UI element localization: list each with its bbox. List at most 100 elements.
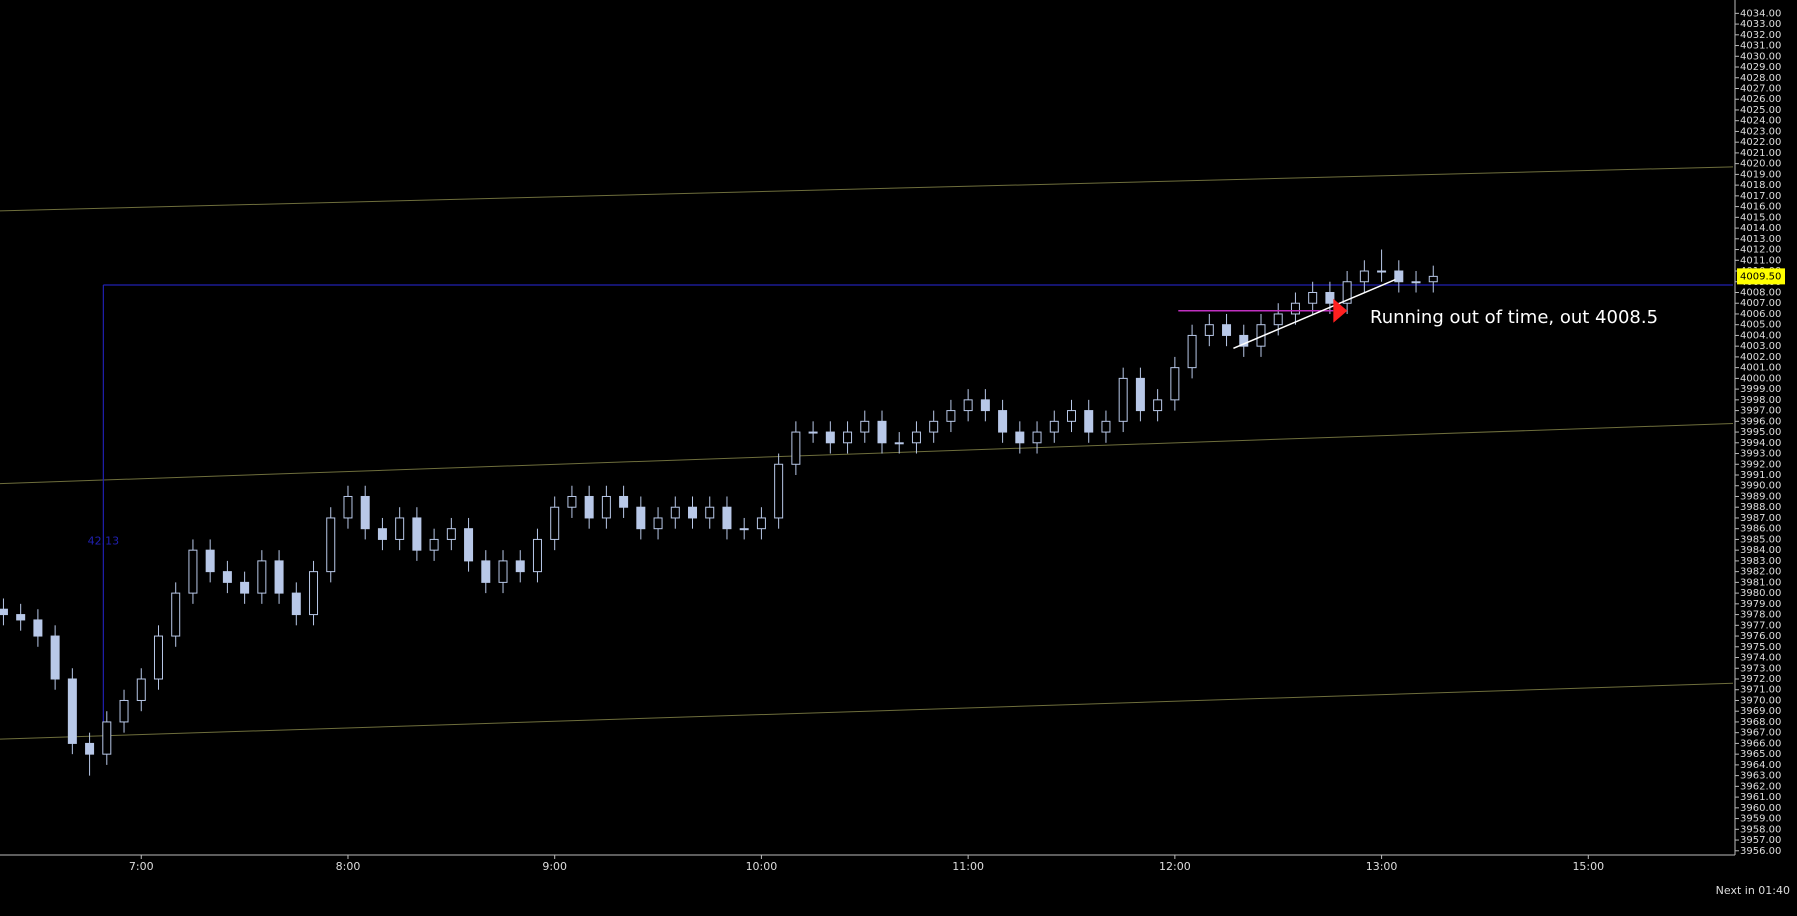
y-tick-label: 4005.00 <box>1740 320 1781 331</box>
candle-body <box>222 571 232 583</box>
y-tick-label: 4017.00 <box>1740 191 1781 202</box>
y-tick-label: 4008.00 <box>1740 287 1781 298</box>
y-tick-label: 4021.00 <box>1740 148 1781 159</box>
y-tick-label: 3985.00 <box>1740 534 1781 545</box>
y-tick-label: 4026.00 <box>1740 94 1781 105</box>
y-tick-label: 3971.00 <box>1740 685 1781 696</box>
y-tick-label: 3989.00 <box>1740 491 1781 502</box>
candle-body <box>377 528 387 540</box>
candle-body <box>1084 410 1094 433</box>
y-tick-label: 3961.00 <box>1740 792 1781 803</box>
candle-body <box>119 699 129 723</box>
y-tick-label: 4014.00 <box>1740 223 1781 234</box>
candle-body <box>188 549 198 594</box>
candle-body <box>0 608 8 616</box>
candle-body <box>1015 431 1025 444</box>
candle-body <box>1049 420 1059 433</box>
candle-body <box>1377 270 1387 273</box>
y-tick-label: 3975.00 <box>1740 642 1781 653</box>
y-tick-label: 4029.00 <box>1740 62 1781 73</box>
y-tick-label: 3996.00 <box>1740 416 1781 427</box>
candle-body <box>1273 313 1283 326</box>
candle-body <box>205 549 215 573</box>
candle-body <box>670 506 680 519</box>
candle-body <box>136 678 146 701</box>
candle-body <box>1153 399 1163 412</box>
candle-body <box>1170 367 1180 401</box>
candle-body <box>1290 302 1300 315</box>
y-tick-label: 4033.00 <box>1740 19 1781 30</box>
candle-body <box>85 742 95 755</box>
candle-body <box>619 495 629 508</box>
candle-body <box>688 506 698 519</box>
y-tick-label: 3969.00 <box>1740 706 1781 717</box>
y-tick-label: 3957.00 <box>1740 835 1781 846</box>
candle-body <box>791 431 801 465</box>
candle-body <box>360 495 370 530</box>
candle-body <box>998 410 1008 433</box>
candle-body <box>877 420 887 444</box>
candle-body <box>16 614 26 621</box>
candle-body <box>1135 377 1145 412</box>
y-tick-label: 4028.00 <box>1740 73 1781 84</box>
y-tick-label: 3972.00 <box>1740 674 1781 685</box>
candle-body <box>50 635 60 680</box>
y-tick-label: 4002.00 <box>1740 352 1781 363</box>
candle-body <box>1118 377 1128 422</box>
candle-body <box>825 431 835 444</box>
y-tick-label: 3991.00 <box>1740 470 1781 481</box>
candle-body <box>33 619 43 637</box>
candle-body <box>911 431 921 444</box>
candle-body <box>1359 270 1369 283</box>
y-tick-label: 3960.00 <box>1740 803 1781 814</box>
candle-body <box>567 495 577 508</box>
y-tick-label: 3988.00 <box>1740 502 1781 513</box>
y-tick-label: 3974.00 <box>1740 653 1781 664</box>
candle-body <box>291 592 301 616</box>
candle-body <box>1101 420 1111 433</box>
candle-body <box>1325 291 1335 304</box>
candle-body <box>1342 281 1352 304</box>
x-tick-label: 8:00 <box>336 860 361 873</box>
candle-body <box>395 517 405 540</box>
y-tick-label: 4023.00 <box>1740 126 1781 137</box>
candle-body <box>343 495 353 519</box>
candle-body <box>843 431 853 444</box>
candle-body <box>894 442 904 445</box>
candle-body <box>1394 270 1404 283</box>
y-tick-label: 3986.00 <box>1740 524 1781 535</box>
candle-body <box>515 560 525 573</box>
y-tick-label: 4024.00 <box>1740 116 1781 127</box>
y-tick-label: 4003.00 <box>1740 341 1781 352</box>
y-tick-label: 3976.00 <box>1740 631 1781 642</box>
y-tick-label: 4018.00 <box>1740 180 1781 191</box>
x-tick-label: 11:00 <box>952 860 984 873</box>
y-tick-label: 4031.00 <box>1740 41 1781 52</box>
y-tick-label: 3973.00 <box>1740 663 1781 674</box>
y-tick-label: 4022.00 <box>1740 137 1781 148</box>
y-tick-label: 3995.00 <box>1740 427 1781 438</box>
candle-body <box>429 538 439 551</box>
candle-body <box>1411 281 1421 284</box>
candle-body <box>257 560 267 594</box>
y-tick-label: 4013.00 <box>1740 234 1781 245</box>
y-tick-label: 3958.00 <box>1740 824 1781 835</box>
y-tick-label: 4030.00 <box>1740 51 1781 62</box>
candle-body <box>739 528 749 531</box>
y-tick-label: 3994.00 <box>1740 438 1781 449</box>
candle-body <box>584 495 594 519</box>
footer: Next in 01:40 <box>1716 884 1790 897</box>
candle-body <box>481 560 491 583</box>
y-tick-label: 3984.00 <box>1740 545 1781 556</box>
exit-marker <box>1333 298 1348 323</box>
y-tick-label: 3992.00 <box>1740 459 1781 470</box>
candle-body <box>636 506 646 530</box>
x-tick-label: 7:00 <box>129 860 154 873</box>
candle-body <box>601 495 611 519</box>
y-tick-label: 4032.00 <box>1740 30 1781 41</box>
y-tick-label: 3970.00 <box>1740 695 1781 706</box>
y-tick-label: 4000.00 <box>1740 373 1781 384</box>
candle-body <box>1187 334 1197 369</box>
